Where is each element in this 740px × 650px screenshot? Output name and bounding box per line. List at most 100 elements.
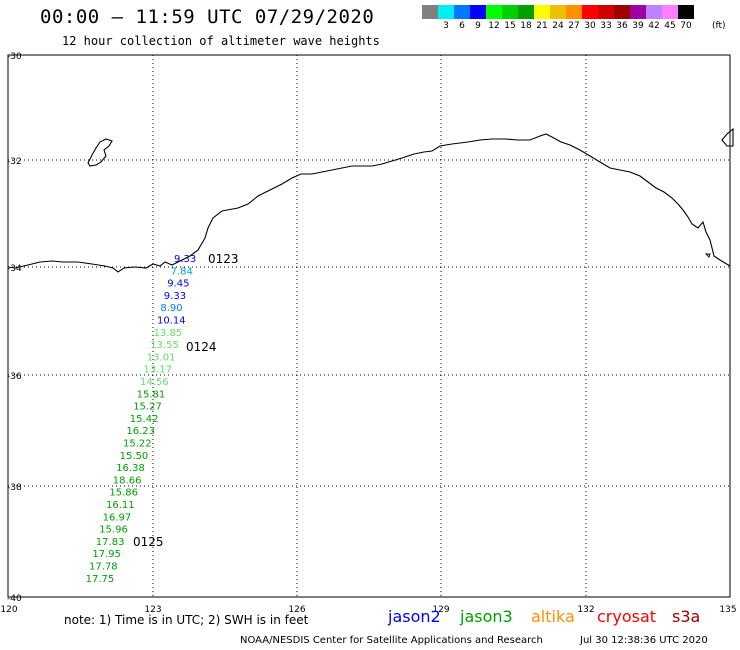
swh-value-label: 15.96	[99, 525, 128, 536]
graticule	[8, 55, 730, 597]
coastline	[7, 133, 731, 273]
lon-label: 123	[144, 605, 161, 615]
colorbar-label: 45	[664, 21, 676, 31]
island-outline	[721, 127, 734, 147]
colorbar-label: 15	[504, 21, 516, 31]
colorbar-label: 42	[648, 21, 660, 31]
swh-value-label: 15.27	[133, 402, 162, 413]
swh-value-label: 15.22	[123, 439, 152, 450]
swh-value-label: 16.38	[116, 463, 145, 474]
swh-track: 9.337.849.459.338.9010.1413.8513.5513.01…	[86, 254, 197, 585]
lat-label: -36	[7, 372, 22, 382]
colorbar-swatch	[582, 5, 598, 19]
colorbar-swatch	[470, 5, 486, 19]
swh-value-label: 15.50	[120, 451, 149, 462]
colorbar-swatch	[630, 5, 646, 19]
lat-label: -38	[7, 483, 22, 493]
colorbar-swatch	[486, 5, 502, 19]
colorbar-swatch	[550, 5, 566, 19]
lon-label: 120	[0, 605, 17, 615]
footer-timestamp: Jul 30 12:38:36 UTC 2020	[580, 635, 708, 646]
swh-value-label: 16.97	[103, 512, 132, 523]
island-outline	[704, 253, 711, 258]
colorbar-swatch	[678, 5, 694, 19]
swh-value-label: 13.17	[143, 365, 172, 376]
colorbar-swatch	[646, 5, 662, 19]
lon-label: 129	[432, 605, 449, 615]
colorbar-unit: (ft)	[712, 21, 726, 31]
colorbar-label: 36	[616, 21, 628, 31]
colorbar-label: 30	[584, 21, 596, 31]
mission-label-cryosat: cryosat	[597, 607, 657, 626]
colorbar-swatch	[662, 5, 678, 19]
colorbar-swatch	[614, 5, 630, 19]
swh-value-label: 15.86	[109, 488, 138, 499]
colorbar-swatch	[534, 5, 550, 19]
colorbar-label: 70	[680, 21, 692, 31]
colorbar-label: 21	[536, 21, 548, 31]
swh-value-label: 17.83	[96, 537, 125, 548]
footer-credits: NOAA/NESDIS Center for Satellite Applica…	[240, 635, 543, 646]
longitude-labels: 120 123 126 129 132 135	[0, 605, 736, 615]
swh-value-label: 14.56	[140, 377, 169, 388]
colorbar-label: 12	[488, 21, 500, 31]
mission-label-s3a: s3a	[672, 607, 701, 626]
swh-value-label: 17.75	[86, 574, 115, 585]
map-frame	[7, 54, 731, 598]
lat-label: -30	[7, 52, 22, 62]
swh-value-label: 13.85	[154, 328, 183, 339]
swh-value-label: 9.33	[164, 291, 186, 302]
colorbar-label: 24	[552, 21, 564, 31]
swh-colorbar	[422, 5, 694, 19]
mission-label-jason2: jason2	[388, 607, 441, 626]
mission-label-altika: altika	[531, 607, 575, 626]
page-subtitle: 12 hour collection of altimeter wave hei…	[62, 34, 380, 48]
colorbar-label: 3	[443, 21, 449, 31]
colorbar-swatch	[438, 5, 454, 19]
swh-value-label: 17.95	[92, 549, 121, 560]
swh-value-label: 9.45	[167, 279, 189, 290]
swh-value-label: 8.90	[160, 303, 182, 314]
colorbar-label: 9	[475, 21, 481, 31]
swh-value-label: 13.01	[147, 352, 176, 363]
lon-label: 132	[577, 605, 594, 615]
swh-colorbar-labels: 3 6 9 12 15 18 21 24 27 30 33 36 39 42 45 70	[422, 21, 694, 31]
pass-label: 0124	[186, 340, 217, 354]
swh-value-label: 16.23	[126, 426, 155, 437]
colorbar-swatch	[502, 5, 518, 19]
colorbar-swatch	[422, 5, 438, 19]
pass-label: 0125	[133, 535, 164, 549]
colorbar-label: 33	[600, 21, 612, 31]
swh-value-label: 7.84	[171, 266, 193, 277]
lat-label: -34	[7, 264, 22, 274]
pass-time-labels: 0123 0124 0125	[133, 252, 239, 549]
colorbar-label: 6	[459, 21, 465, 31]
latitude-labels: -30 -32 -34 -36 -38 -40	[7, 52, 22, 604]
colorbar-swatch	[518, 5, 534, 19]
island-outline	[87, 138, 113, 167]
swh-value-label: 13.55	[150, 340, 179, 351]
colorbar-swatch	[598, 5, 614, 19]
swh-value-label: 9.33	[174, 254, 196, 265]
colorbar-swatch	[454, 5, 470, 19]
swh-value-label: 16.11	[106, 500, 135, 511]
colorbar-label: 27	[568, 21, 580, 31]
footer-note: note: 1) Time is in UTC; 2) SWH is in fe…	[64, 613, 309, 627]
swh-value-label: 10.14	[157, 316, 186, 327]
lon-label: 135	[719, 605, 736, 615]
mission-label-jason3: jason3	[460, 607, 513, 626]
colorbar-label: 18	[520, 21, 532, 31]
page-title: 00:00 – 11:59 UTC 07/29/2020	[40, 6, 375, 28]
colorbar-swatch	[566, 5, 582, 19]
swh-value-label: 18.66	[113, 475, 142, 486]
swh-value-label: 15.42	[130, 414, 159, 425]
lat-label: -40	[7, 594, 22, 604]
swh-value-label: 15.81	[137, 389, 166, 400]
pass-label: 0123	[208, 252, 239, 266]
colorbar-label: 39	[632, 21, 644, 31]
lon-label: 126	[288, 605, 305, 615]
lat-label: -32	[7, 157, 22, 167]
swh-value-label: 17.78	[89, 562, 118, 573]
